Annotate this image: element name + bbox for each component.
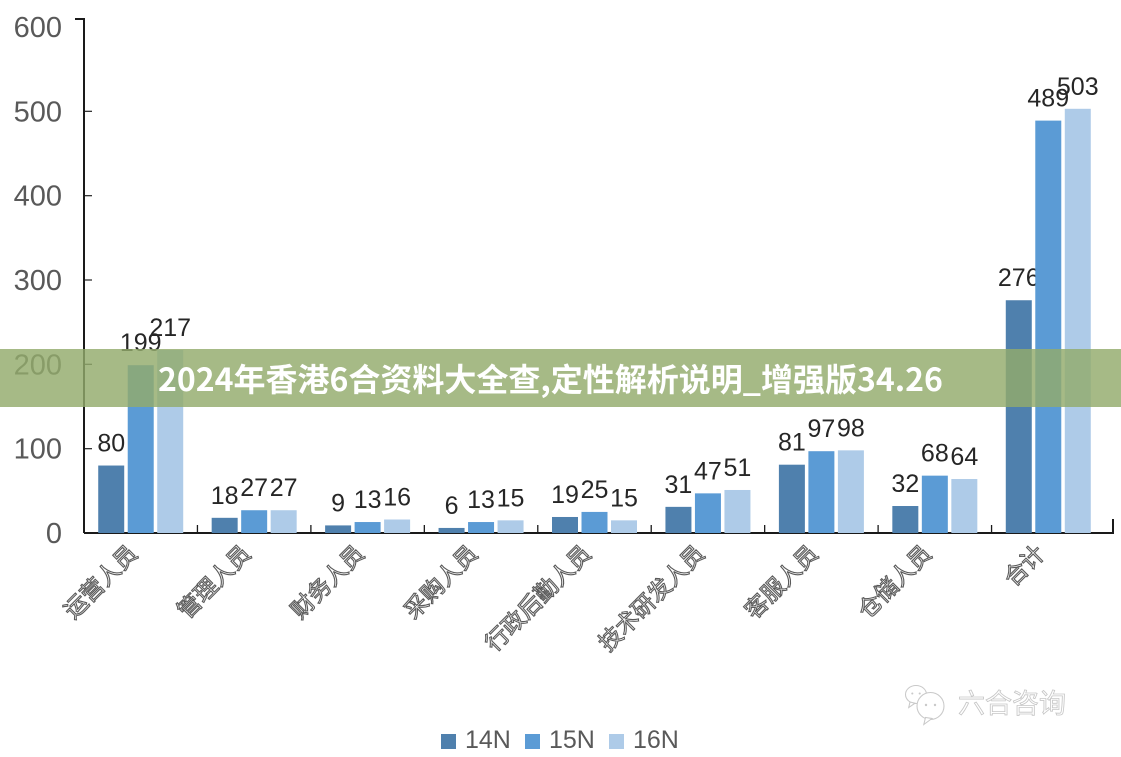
svg-text:15N: 15N	[549, 726, 595, 754]
svg-text:217: 217	[149, 314, 191, 342]
svg-text:47: 47	[694, 457, 722, 485]
svg-text:13: 13	[467, 486, 495, 514]
svg-text:27: 27	[240, 474, 268, 502]
svg-text:9: 9	[331, 489, 345, 517]
svg-text:32: 32	[891, 470, 919, 498]
svg-text:500: 500	[14, 96, 62, 128]
svg-text:600: 600	[14, 12, 62, 44]
svg-text:16: 16	[383, 484, 411, 512]
svg-text:25: 25	[581, 476, 609, 504]
svg-text:6: 6	[445, 492, 459, 520]
svg-text:51: 51	[724, 454, 752, 482]
svg-text:68: 68	[921, 440, 949, 468]
svg-text:15: 15	[497, 484, 525, 512]
svg-text:15: 15	[610, 484, 638, 512]
svg-text:503: 503	[1057, 73, 1099, 101]
svg-text:0: 0	[46, 518, 62, 550]
svg-text:16N: 16N	[633, 726, 679, 754]
svg-text:97: 97	[807, 415, 835, 443]
svg-text:14N: 14N	[465, 726, 511, 754]
svg-text:80: 80	[97, 430, 125, 458]
svg-text:64: 64	[950, 443, 978, 471]
svg-text:400: 400	[14, 181, 62, 213]
svg-text:18: 18	[211, 482, 239, 510]
svg-text:31: 31	[665, 471, 693, 499]
svg-text:98: 98	[837, 414, 865, 442]
svg-text:276: 276	[998, 264, 1040, 292]
svg-text:19: 19	[551, 481, 579, 509]
svg-text:81: 81	[778, 429, 806, 457]
svg-text:13: 13	[354, 486, 382, 514]
svg-text:27: 27	[270, 474, 298, 502]
svg-text:300: 300	[14, 265, 62, 297]
svg-text:100: 100	[14, 434, 62, 466]
svg-text:六合咨询: 六合咨询	[958, 682, 1066, 721]
